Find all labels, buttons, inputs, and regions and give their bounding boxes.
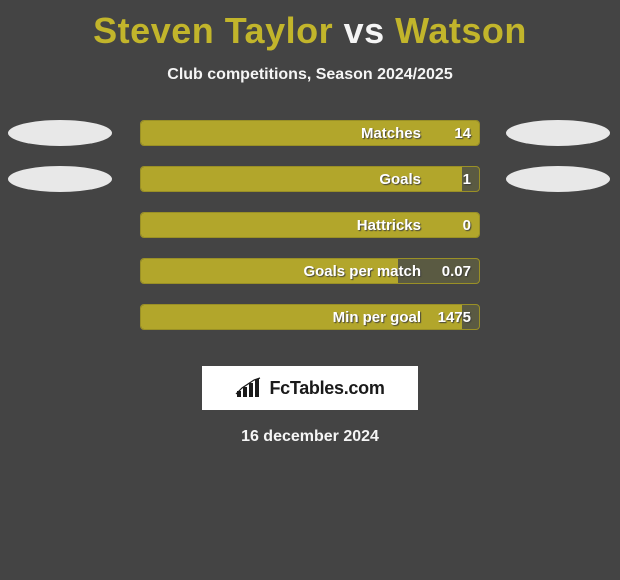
stat-bar-label: Matches xyxy=(141,121,427,145)
stat-bar-label: Goals per match xyxy=(141,259,427,283)
bar-chart-icon xyxy=(235,377,263,399)
page-title: Steven Taylor vs Watson xyxy=(0,0,620,52)
stat-row: Goals per match 0.07 xyxy=(0,258,620,304)
title-vs: vs xyxy=(344,10,385,51)
stat-bar: Goals 1 xyxy=(140,166,480,192)
stat-bar: Hattricks 0 xyxy=(140,212,480,238)
title-player2: Watson xyxy=(395,10,527,51)
player-ellipse-left xyxy=(8,120,112,146)
stat-bar-value: 1 xyxy=(463,167,471,191)
stat-bar-value: 0.07 xyxy=(442,259,471,283)
player-ellipse-right xyxy=(506,120,610,146)
stat-bar-label: Hattricks xyxy=(141,213,427,237)
stat-bar-value: 0 xyxy=(463,213,471,237)
brand-box: FcTables.com xyxy=(202,366,418,410)
brand-text: FcTables.com xyxy=(269,378,384,399)
stat-bar: Matches 14 xyxy=(140,120,480,146)
stat-bar: Goals per match 0.07 xyxy=(140,258,480,284)
stat-bar: Min per goal 1475 xyxy=(140,304,480,330)
player-ellipse-right xyxy=(506,166,610,192)
stat-row: Goals 1 xyxy=(0,166,620,212)
player-ellipse-left xyxy=(8,166,112,192)
title-player1: Steven Taylor xyxy=(93,10,333,51)
stat-bar-value: 1475 xyxy=(438,305,471,329)
stat-row: Min per goal 1475 xyxy=(0,304,620,350)
stat-rows: Matches 14 Goals 1 Hattricks 0 Goals per match… xyxy=(0,120,620,350)
date-label: 16 december 2024 xyxy=(0,428,620,446)
stat-row: Matches 14 xyxy=(0,120,620,166)
stat-row: Hattricks 0 xyxy=(0,212,620,258)
stat-bar-label: Min per goal xyxy=(141,305,427,329)
stat-bar-value: 14 xyxy=(454,121,471,145)
subtitle: Club competitions, Season 2024/2025 xyxy=(0,66,620,84)
stat-bar-label: Goals xyxy=(141,167,427,191)
